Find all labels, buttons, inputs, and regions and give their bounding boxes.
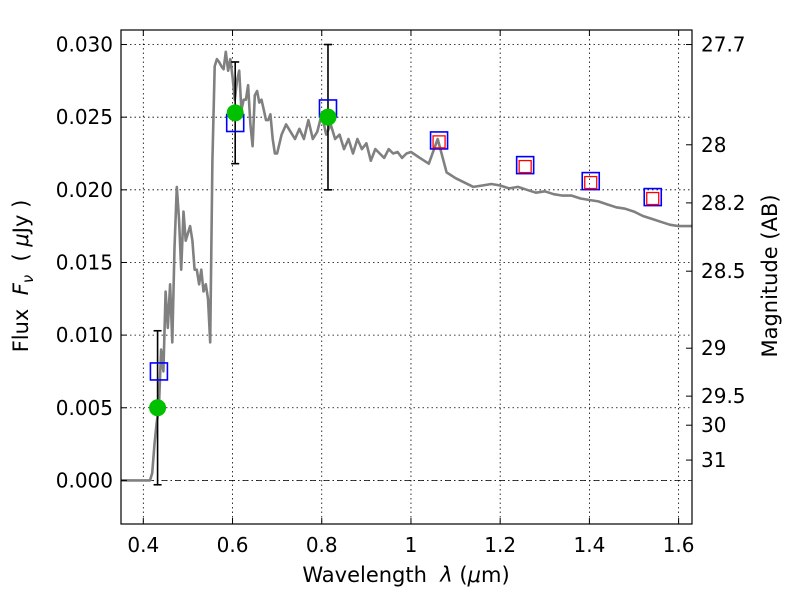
- y2-tick-label: 28: [701, 133, 726, 157]
- y-axis-label-paren: (: [9, 247, 33, 275]
- tick-layer: 0.4 0.6 0.8 1 1.2 1.4 1.6 0.000 0.005 0.010 0.015 0…: [56, 30, 746, 557]
- y-tick-label: 0.030: [56, 33, 113, 57]
- y-tick-label: 0.000: [56, 468, 113, 492]
- y-tick-label: 0.010: [56, 323, 113, 347]
- predicted-photometry-square: [646, 191, 660, 206]
- y-tick-label: 0.020: [56, 178, 113, 202]
- x-tick-label: 1: [405, 533, 418, 557]
- y-axis-label-text: Flux: [9, 295, 33, 352]
- y-tick-label: 0.005: [56, 396, 113, 420]
- y-axis-label-mu: μ: [9, 233, 33, 247]
- predicted-photometry-square: [584, 175, 598, 190]
- observed-photometry-point: [226, 104, 244, 122]
- x-axis-label-paren: (: [453, 563, 468, 587]
- model-photometry-square: [149, 362, 169, 381]
- sed-model-line: [121, 50, 692, 482]
- secondary-y-axis-label: Magnitude (AB): [758, 194, 782, 357]
- x-tick-label: 0.4: [127, 533, 159, 557]
- y-axis-label-unit: Jy ): [9, 200, 33, 236]
- x-tick-label: 0.6: [217, 533, 249, 557]
- y2-tick-label: 29.5: [701, 384, 746, 408]
- y-tick-label: 0.015: [56, 250, 113, 274]
- x-tick-label: 0.8: [306, 533, 338, 557]
- predicted-photometry-square: [432, 135, 446, 149]
- x-tick-label: 1.4: [573, 533, 605, 557]
- y2-tick-label: 30: [701, 413, 726, 437]
- y-tick-label: 0.025: [56, 105, 113, 129]
- model-photometry-square: [581, 171, 601, 191]
- plot-frame: [120, 29, 693, 525]
- y2-tick-label: 28.2: [701, 191, 746, 215]
- model-photometry-square: [429, 131, 449, 150]
- y2-tick-label: 29: [701, 336, 726, 360]
- x-tick-label: 1.2: [484, 533, 516, 557]
- y2-tick-label: 27.7: [701, 33, 746, 57]
- observed-photometry-point: [149, 399, 167, 417]
- y2-tick-label: 31: [701, 448, 726, 472]
- observed-photometry-point: [319, 108, 337, 126]
- y-axis-label: Flux Fν ( μJy ): [9, 200, 37, 353]
- y-axis-label-subscript: ν: [19, 275, 37, 283]
- x-tick-label: 1.6: [663, 533, 695, 557]
- x-axis-label: Wavelength λ (μm): [302, 563, 509, 587]
- y2-tick-label: 28.5: [701, 259, 746, 283]
- x-axis-label-symbol: λ: [439, 563, 452, 587]
- x-axis-label-text: Wavelength: [302, 563, 440, 587]
- model-photometry-square: [515, 155, 535, 175]
- x-axis-label-unit: m): [481, 563, 510, 587]
- photometry-layer: [149, 43, 663, 486]
- sed-model-layer: [121, 50, 692, 482]
- y-axis-label-symbol: F: [9, 282, 33, 295]
- model-photometry-square: [643, 187, 663, 207]
- predicted-photometry-square: [518, 159, 532, 174]
- x-axis-label-mu: μ: [467, 563, 481, 587]
